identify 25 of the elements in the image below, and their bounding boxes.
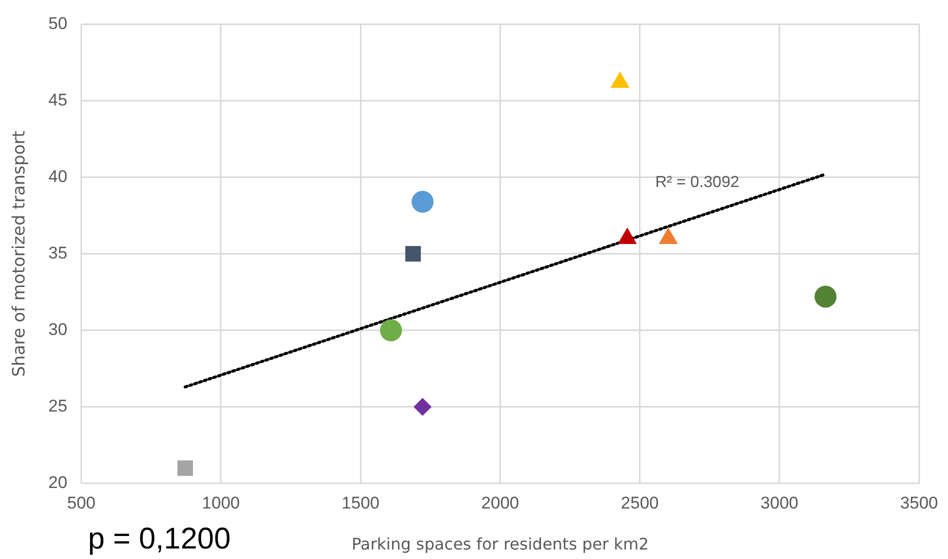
y-tick-label: 35 — [48, 243, 68, 262]
y-tick-label: 50 — [48, 14, 68, 33]
x-tick-label: 1000 — [202, 493, 240, 512]
x-tick-label: 2500 — [620, 493, 659, 512]
y-tick-label: 45 — [48, 90, 68, 110]
point — [380, 319, 402, 342]
text: p = 0,1200 — [88, 522, 231, 556]
x-tick-label: 3500 — [900, 493, 938, 512]
point — [177, 460, 193, 476]
x-tick-label: 3000 — [760, 493, 798, 512]
point — [412, 190, 434, 213]
y-tick-label: 20 — [48, 473, 68, 492]
x-tick-label: 500 — [67, 493, 96, 512]
point — [405, 246, 421, 262]
point — [414, 398, 432, 416]
annotation: R² = 0.3092 — [655, 174, 740, 192]
y-axis-title: Share of motorized transport — [10, 130, 30, 377]
point — [814, 286, 837, 308]
y-tick-label: 25 — [48, 396, 68, 416]
x-tick-label: 2000 — [481, 493, 520, 512]
x-tick-label: 1500 — [342, 493, 380, 512]
x-axis-title: Parking spaces for residents per km2 — [352, 534, 649, 554]
point — [610, 71, 630, 88]
y-tick-label: 30 — [48, 320, 68, 340]
y-tick-label: 40 — [48, 166, 68, 186]
